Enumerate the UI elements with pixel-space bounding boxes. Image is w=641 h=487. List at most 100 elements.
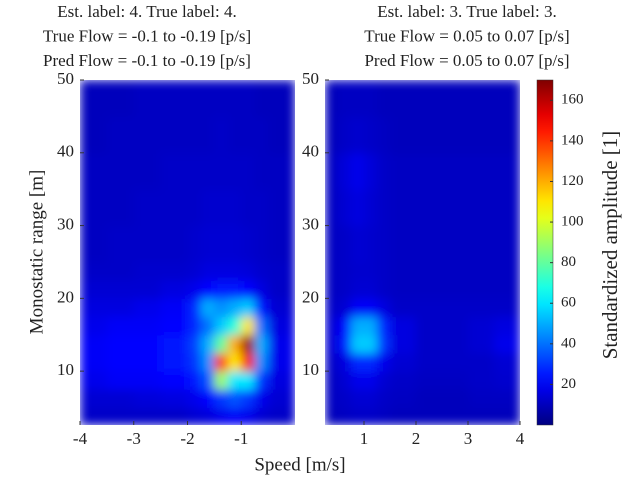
heatmap-cell bbox=[241, 298, 256, 318]
heatmap-cell bbox=[494, 225, 520, 263]
heatmap-cell bbox=[468, 280, 495, 299]
heatmap-cell bbox=[390, 225, 417, 263]
heatmap-cell bbox=[80, 334, 108, 354]
heatmap-cell bbox=[106, 80, 135, 117]
heatmap-cell bbox=[106, 189, 135, 227]
y-tick-label: 20 bbox=[57, 287, 74, 306]
heatmap-cell bbox=[390, 334, 417, 354]
heatmap-cell bbox=[268, 298, 295, 318]
colorbar-tick-label: 140 bbox=[561, 132, 584, 148]
heatmap-cell bbox=[442, 352, 469, 372]
heatmap-cell bbox=[200, 352, 215, 372]
heatmap-cell bbox=[364, 225, 378, 263]
heatmap bbox=[80, 80, 295, 425]
heatmap-cell bbox=[106, 152, 135, 190]
heatmap-cell bbox=[268, 371, 295, 390]
heatmap-cell bbox=[160, 407, 188, 425]
heatmap-cell bbox=[390, 116, 417, 154]
heatmap-cell bbox=[133, 80, 162, 117]
heatmap-cell bbox=[187, 152, 202, 190]
heatmap-cell bbox=[364, 261, 378, 281]
heatmap-cell bbox=[268, 334, 295, 354]
heatmap-cell bbox=[442, 334, 469, 354]
heatmap-cell bbox=[268, 189, 295, 227]
heatmap-cell bbox=[227, 261, 242, 281]
heatmap-cell bbox=[187, 116, 202, 154]
heatmap-cell bbox=[390, 316, 417, 336]
heatmap-cell bbox=[325, 316, 339, 336]
heatmap-cell bbox=[351, 352, 365, 372]
heatmap-cell bbox=[494, 280, 520, 299]
heatmap-cell bbox=[494, 116, 520, 154]
heatmap-cell bbox=[390, 371, 417, 390]
heatmap-cell bbox=[254, 371, 269, 390]
heatmap-cell bbox=[468, 298, 495, 318]
heatmap-cell bbox=[364, 334, 378, 354]
heatmap-cell bbox=[214, 316, 229, 336]
heatmap-cell bbox=[214, 116, 229, 154]
heatmap-cell bbox=[133, 298, 162, 318]
heatmap-cell bbox=[227, 316, 242, 336]
heatmap-cell bbox=[241, 225, 256, 263]
y-tick-label: 50 bbox=[57, 69, 74, 88]
heatmap-cell bbox=[364, 80, 378, 117]
panel-title: True Flow = 0.05 to 0.07 [p/s] bbox=[364, 26, 569, 45]
heatmap-cell bbox=[494, 316, 520, 336]
heatmap-cell bbox=[268, 352, 295, 372]
heatmap-cell bbox=[214, 80, 229, 117]
heatmap-cell bbox=[468, 189, 495, 227]
x-tick-label: -1 bbox=[234, 429, 248, 448]
heatmap-cell bbox=[416, 225, 443, 263]
heatmap-cell bbox=[133, 407, 162, 425]
colorbar bbox=[536, 79, 554, 426]
heatmap-cell bbox=[416, 80, 443, 117]
heatmap-cell bbox=[254, 261, 269, 281]
heatmap-cell bbox=[494, 152, 520, 190]
heatmap-cell bbox=[416, 280, 443, 299]
heatmap-cell bbox=[80, 389, 108, 409]
heatmap-cell bbox=[254, 389, 269, 409]
heatmap-cell bbox=[200, 371, 215, 390]
heatmap-cell bbox=[133, 225, 162, 263]
heatmap-cell bbox=[268, 261, 295, 281]
heatmap-cell bbox=[106, 334, 135, 354]
heatmap-cell bbox=[254, 152, 269, 190]
heatmap-cell bbox=[351, 189, 365, 227]
heatmap-cell bbox=[200, 116, 215, 154]
heatmap-cell bbox=[200, 316, 215, 336]
heatmap-cell bbox=[442, 316, 469, 336]
heatmap-cells bbox=[325, 80, 520, 425]
heatmap-cell bbox=[214, 261, 229, 281]
heatmap-cell bbox=[468, 352, 495, 372]
heatmap-cell bbox=[254, 280, 269, 299]
heatmap-cell bbox=[364, 316, 378, 336]
heatmap-cell bbox=[254, 316, 269, 336]
heatmap-cell bbox=[416, 334, 443, 354]
heatmap-cell bbox=[187, 407, 202, 425]
heatmap-cell bbox=[338, 189, 352, 227]
heatmap-cell bbox=[187, 225, 202, 263]
heatmap-cell bbox=[80, 371, 108, 390]
heatmap-cell bbox=[442, 261, 469, 281]
heatmap-cell bbox=[377, 189, 391, 227]
heatmap-cell bbox=[325, 298, 339, 318]
heatmap-cell bbox=[268, 80, 295, 117]
heatmap-cell bbox=[80, 80, 108, 117]
heatmap-cell bbox=[200, 334, 215, 354]
heatmap-cell bbox=[338, 298, 352, 318]
heatmap-cell bbox=[106, 116, 135, 154]
heatmap-cell bbox=[351, 407, 365, 425]
heatmap-cell bbox=[214, 334, 229, 354]
heatmap-cell bbox=[160, 261, 188, 281]
heatmap-cell bbox=[468, 316, 495, 336]
heatmap-cell bbox=[133, 280, 162, 299]
heatmap-cell bbox=[214, 371, 229, 390]
heatmap-cell bbox=[200, 389, 215, 409]
heatmap-cell bbox=[494, 334, 520, 354]
heatmap-cell bbox=[133, 261, 162, 281]
heatmap-cell bbox=[106, 261, 135, 281]
heatmap-cell bbox=[351, 280, 365, 299]
heatmap-cell bbox=[160, 189, 188, 227]
heatmap-cell bbox=[377, 116, 391, 154]
